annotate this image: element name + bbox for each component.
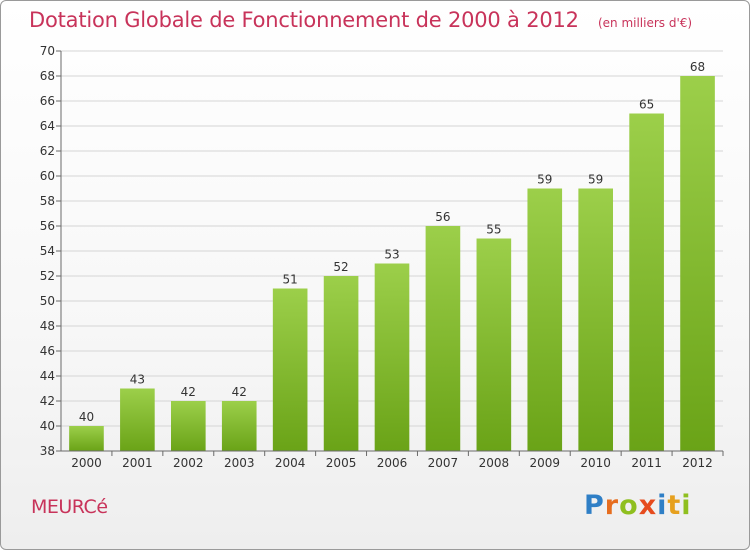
- data-label: 53: [384, 248, 399, 262]
- logo-letter: r: [604, 490, 620, 521]
- logo-letter: i: [681, 490, 692, 521]
- x-tick-label: 2008: [479, 456, 510, 470]
- logo-letter: x: [638, 490, 658, 521]
- y-tick-label: 52: [40, 269, 55, 283]
- bar: [374, 263, 410, 451]
- title-line: Dotation Globale de Fonctionnement de 20…: [29, 8, 692, 32]
- bar: [170, 401, 206, 451]
- y-tick-label: 46: [40, 344, 55, 358]
- bar: [578, 188, 614, 451]
- y-tick-label: 48: [40, 319, 55, 333]
- x-tick-label: 2000: [71, 456, 102, 470]
- data-label: 40: [79, 410, 94, 424]
- logo-letter: o: [619, 490, 639, 521]
- axes: [56, 50, 724, 456]
- data-label: 42: [232, 385, 247, 399]
- y-tick-label: 60: [40, 169, 55, 183]
- bar: [69, 426, 104, 451]
- x-tick-label: 2003: [224, 456, 255, 470]
- x-tick-label: 2007: [428, 456, 459, 470]
- chart-subtitle: (en milliers d'€): [597, 16, 693, 30]
- y-tick-label: 68: [40, 69, 55, 83]
- data-label: 68: [690, 60, 705, 74]
- bar: [629, 113, 664, 451]
- y-tick-label: 64: [40, 119, 55, 133]
- bar: [323, 276, 359, 451]
- y-tick-label: 62: [40, 144, 55, 158]
- x-tick-label: 2009: [529, 456, 560, 470]
- data-label: 56: [435, 210, 450, 224]
- labels: 38 40 42 44 46 48 50 52 54 56 58 60 62 64 66 68 70 40 2000…: [40, 44, 713, 470]
- y-tick-label: 44: [40, 369, 55, 383]
- bar: [120, 388, 155, 451]
- bar: [476, 238, 512, 451]
- x-tick-label: 2005: [326, 456, 357, 470]
- y-tick-label: 50: [40, 294, 55, 308]
- bar: [527, 188, 563, 451]
- bar: [680, 76, 715, 451]
- data-label: 55: [486, 223, 501, 237]
- y-tick-label: 70: [40, 44, 55, 58]
- proxiti-logo[interactable]: Proxiti: [584, 490, 692, 521]
- bar: [272, 288, 308, 451]
- data-label: 43: [130, 373, 145, 387]
- data-label: 52: [333, 260, 348, 274]
- y-tick-label: 66: [40, 94, 55, 108]
- y-tick-label: 42: [40, 394, 55, 408]
- y-tick-label: 38: [40, 444, 55, 458]
- y-tick-label: 54: [40, 244, 55, 258]
- bar: [221, 401, 257, 451]
- y-tick-label: 58: [40, 194, 55, 208]
- logo-letter: P: [584, 490, 605, 521]
- x-tick-label: 2002: [173, 456, 204, 470]
- logo-letter: t: [667, 490, 682, 521]
- bar: [425, 226, 461, 451]
- x-tick-label: 2004: [275, 456, 306, 470]
- x-tick-label: 2006: [377, 456, 408, 470]
- data-label: 59: [537, 173, 552, 187]
- data-label: 51: [283, 273, 298, 287]
- x-tick-label: 2011: [631, 456, 662, 470]
- data-label: 59: [588, 173, 603, 187]
- logo-letter: i: [657, 490, 668, 521]
- x-tick-label: 2012: [682, 456, 713, 470]
- bars: [69, 76, 715, 451]
- chart-title: Dotation Globale de Fonctionnement de 20…: [29, 8, 579, 32]
- commune-name: MEURCé: [31, 496, 108, 518]
- x-tick-label: 2010: [580, 456, 611, 470]
- y-tick-label: 40: [40, 419, 55, 433]
- y-tick-label: 56: [40, 219, 55, 233]
- x-tick-label: 2001: [122, 456, 153, 470]
- data-label: 42: [181, 385, 196, 399]
- data-label: 65: [639, 98, 654, 112]
